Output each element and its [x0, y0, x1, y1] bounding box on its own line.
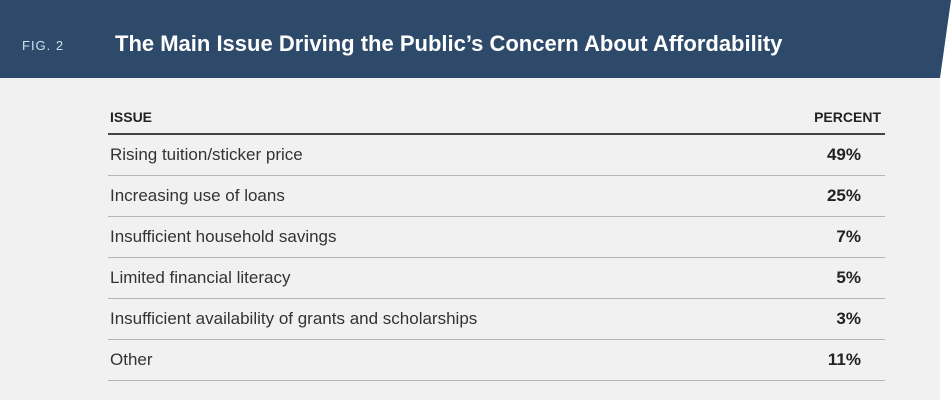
table-body: Rising tuition/sticker price 49% Increasin… — [108, 135, 885, 381]
header-band — [0, 0, 940, 78]
percent-cell: 25% — [826, 186, 861, 205]
issue-cell: Other — [110, 350, 153, 369]
table-row: Limited financial literacy 5% — [108, 258, 885, 299]
table-row: Insufficient household savings 7% — [108, 217, 885, 258]
column-header: PERCENT — [814, 108, 881, 125]
column-header: ISSUE — [110, 108, 153, 125]
table-row: Increasing use of loans 25% — [108, 176, 885, 217]
title: The Main Issue Driving the Public’s Conc… — [115, 31, 783, 56]
issue-cell: Limited financial literacy — [110, 268, 291, 287]
issue-cell: Rising tuition/sticker price — [110, 145, 303, 164]
figure-label: FIG. 2 — [22, 38, 65, 53]
percent-cell: 5% — [836, 268, 861, 287]
percent-cell: 49% — [826, 145, 861, 164]
issue-cell: Increasing use of loans — [110, 186, 285, 205]
issue-cell: Insufficient availability of grants and … — [110, 309, 478, 328]
table-row: Insufficient availability of grants and … — [108, 299, 885, 340]
percent-cell: 3% — [836, 309, 861, 328]
table: ISSUE PERCENT Rising tuition/sticker pri… — [108, 100, 885, 381]
table-row: Rising tuition/sticker price 49% — [108, 135, 885, 176]
table-row: Other 11% — [108, 340, 885, 381]
percent-cell: 7% — [836, 227, 861, 246]
percent-cell: 11% — [827, 350, 861, 369]
header-row: ISSUE PERCENT — [108, 100, 885, 135]
issue-cell: Insufficient household savings — [110, 227, 337, 246]
header-corner — [940, 0, 951, 78]
